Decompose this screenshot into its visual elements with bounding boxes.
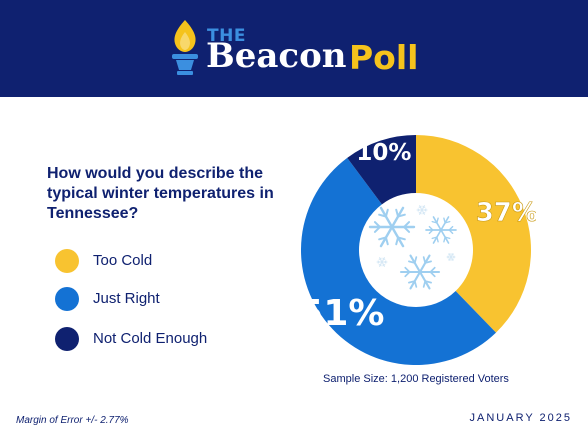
legend-label-too-cold: Too Cold bbox=[93, 252, 153, 269]
logo-beacon: Beacon bbox=[206, 36, 347, 76]
legend-swatch-too-cold bbox=[55, 249, 79, 273]
slice-not-cold-enough bbox=[347, 135, 416, 205]
slice-label-just-right: 51% bbox=[298, 293, 384, 334]
legend-label-not-cold-enough: Not Cold Enough bbox=[93, 330, 208, 347]
legend-swatch-not-cold-enough bbox=[55, 327, 79, 351]
poll-date: JANUARY 2025 bbox=[469, 412, 572, 424]
logo-the: THE bbox=[207, 26, 246, 46]
slice-label-not-cold-enough: 10% bbox=[356, 140, 411, 166]
margin-of-error: Margin of Error +/- 2.77% bbox=[16, 415, 129, 426]
logo-poll: Poll bbox=[349, 38, 419, 77]
sample-size: Sample Size: 1,200 Registered Voters bbox=[323, 373, 509, 385]
donut-center bbox=[360, 194, 472, 306]
donut-chart: 37% 51% 10% bbox=[298, 135, 536, 366]
poll-question: How would you describe the typical winte… bbox=[47, 165, 274, 222]
slice-too-cold bbox=[416, 135, 531, 333]
snowflake-icon bbox=[368, 206, 416, 248]
snowflake-icon bbox=[376, 257, 388, 267]
snowflake-icon bbox=[399, 254, 441, 290]
legend-label-just-right: Just Right bbox=[93, 290, 160, 307]
legend-swatch-just-right bbox=[55, 287, 79, 311]
header-banner: THE Beacon Poll bbox=[0, 0, 588, 97]
slice-label-too-cold: 37% bbox=[476, 198, 536, 228]
snowflake-icon bbox=[425, 216, 457, 244]
torch-icon bbox=[172, 20, 198, 75]
snowflake-icon bbox=[446, 253, 456, 261]
snowflake-icon bbox=[416, 205, 428, 215]
slice-just-right bbox=[300, 157, 497, 366]
